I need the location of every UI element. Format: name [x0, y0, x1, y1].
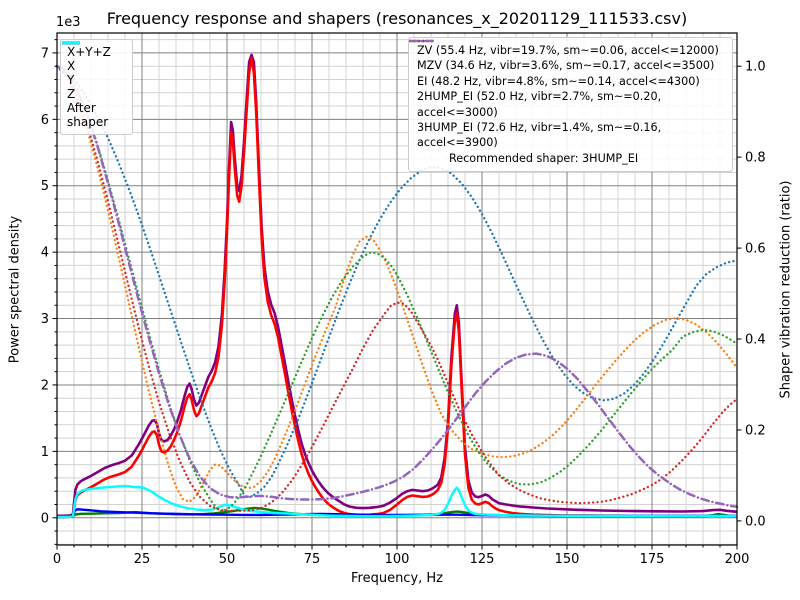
svg-text:5: 5 — [41, 179, 49, 194]
legend-item-x: X — [62, 41, 126, 73]
svg-text:0.2: 0.2 — [745, 423, 766, 438]
series-twohump-line — [55, 65, 739, 513]
series-threehump-line — [55, 64, 739, 509]
recommended-shaper-text: Recommended shaper: 3HUMP_EI — [449, 151, 639, 165]
series-after-line — [56, 484, 737, 519]
svg-text:0: 0 — [41, 511, 49, 526]
legend-item-label: X — [67, 59, 76, 73]
legend-swatch-threehump — [409, 39, 435, 43]
legend-item-twohump: 2HUMP_EI (52.0 Hz, vibr=2.7%, sm~=0.20, … — [409, 39, 724, 120]
series-mzv-line — [55, 65, 739, 503]
legend-psd: X+Y+Z X Y Z After shaper — [60, 39, 133, 135]
legend-item-label: MZV (34.6 Hz, vibr=3.6%, sm~=0.17, accel… — [417, 59, 715, 73]
svg-text:1: 1 — [41, 445, 49, 460]
axes-ticks: 0 25 50 75 100 125 150 175 200 0 1 2 3 4 5 6 7 0.0 0.2 0.4 0… — [41, 39, 766, 567]
legend-item-mzv: MZV (34.6 Hz, vibr=3.6%, sm~=0.17, accel… — [409, 39, 724, 73]
legend-item-label: Z — [67, 87, 76, 101]
svg-text:0.4: 0.4 — [745, 333, 766, 348]
legend-item-after: After shaper — [62, 41, 126, 129]
series-x-line — [57, 56, 737, 519]
svg-text:1.0: 1.0 — [745, 60, 766, 75]
legend-item-label: 3HUMP_EI (72.6 Hz, vibr=1.4%, sm~=0.16, … — [417, 121, 662, 150]
svg-text:4: 4 — [41, 246, 49, 261]
legend-item-label: 2HUMP_EI (52.0 Hz, vibr=2.7%, sm~=0.20, … — [417, 90, 662, 119]
legend-item-label: EI (48.2 Hz, vibr=4.8%, sm~=0.14, accel<… — [417, 74, 700, 88]
series-zv-line — [55, 65, 739, 499]
svg-text:200: 200 — [725, 552, 750, 567]
svg-text:50: 50 — [219, 552, 236, 567]
svg-text:100: 100 — [385, 552, 410, 567]
y-axis-multiplier: 1e3 — [56, 15, 81, 30]
legend-item-label: After shaper — [67, 101, 109, 129]
series-xyz-line — [57, 53, 738, 518]
legend-recommended-note: Recommended shaper: 3HUMP_EI — [417, 151, 724, 166]
legend-shapers: ZV (55.4 Hz, vibr=19.7%, sm~=0.06, accel… — [408, 37, 733, 173]
legend-item-label: X+Y+Z — [67, 45, 111, 59]
svg-text:0.6: 0.6 — [745, 242, 766, 257]
legend-item-ei: EI (48.2 Hz, vibr=4.8%, sm~=0.14, accel<… — [409, 39, 724, 89]
x-axis-label: Frequency, Hz — [350, 571, 444, 586]
svg-text:25: 25 — [134, 552, 151, 567]
legend-item-xyz: X+Y+Z — [62, 41, 126, 59]
svg-text:0.8: 0.8 — [745, 151, 766, 166]
svg-text:7: 7 — [41, 46, 49, 61]
legend-item-z: Z — [62, 41, 126, 101]
legend-item-threehump: 3HUMP_EI (72.6 Hz, vibr=1.4%, sm~=0.16, … — [409, 39, 724, 151]
y-axis-right-label: Shaper vibration reduction (ratio) — [778, 180, 794, 399]
svg-text:175: 175 — [640, 552, 665, 567]
svg-text:150: 150 — [555, 552, 580, 567]
legend-item-y: Y — [62, 41, 126, 87]
legend-item-zv: ZV (55.4 Hz, vibr=19.7%, sm~=0.06, accel… — [409, 39, 724, 58]
svg-text:75: 75 — [304, 552, 321, 567]
chart-title: Frequency response and shapers (resonanc… — [106, 9, 688, 28]
svg-text:6: 6 — [41, 113, 49, 128]
y-axis-left-label: Power spectral density — [7, 215, 23, 364]
svg-text:125: 125 — [470, 552, 495, 567]
svg-text:3: 3 — [41, 312, 49, 327]
svg-text:2: 2 — [41, 378, 49, 393]
svg-text:0.0: 0.0 — [745, 514, 766, 529]
svg-text:0: 0 — [53, 552, 61, 567]
legend-item-label: Y — [67, 73, 75, 87]
series — [55, 53, 739, 519]
legend-item-label: ZV (55.4 Hz, vibr=19.7%, sm~=0.06, accel… — [417, 44, 719, 57]
legend-swatch-after — [62, 41, 80, 45]
